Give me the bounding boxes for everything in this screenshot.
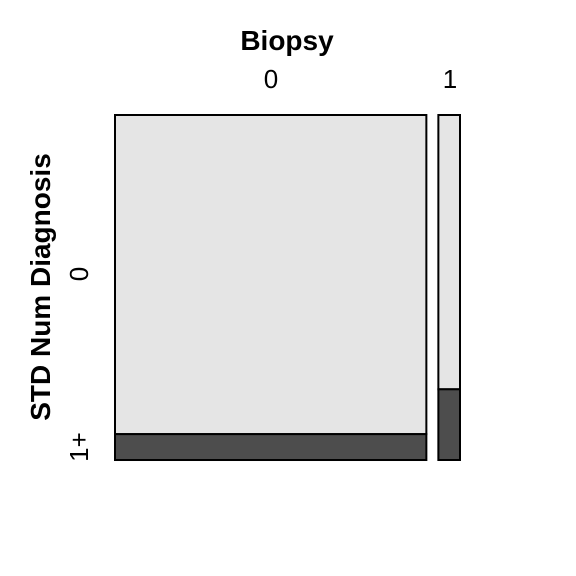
y-axis-title: STD Num Diagnosis: [25, 153, 56, 421]
tile-biopsy-1-std-1plus: [437, 388, 461, 461]
x-tick-label-0: 0: [264, 64, 278, 94]
x-tick-label-1: 1: [443, 64, 457, 94]
y-tick-label-0: 0: [64, 267, 94, 281]
x-axis-title: Biopsy: [240, 25, 334, 56]
tile-biopsy-1-std-0: [437, 114, 461, 391]
tile-biopsy-0-std-1plus: [114, 433, 428, 462]
tile-biopsy-0-std-0: [114, 114, 428, 436]
mosaic-tiles: [114, 114, 461, 462]
y-tick-label-1plus: 1+: [64, 432, 94, 462]
